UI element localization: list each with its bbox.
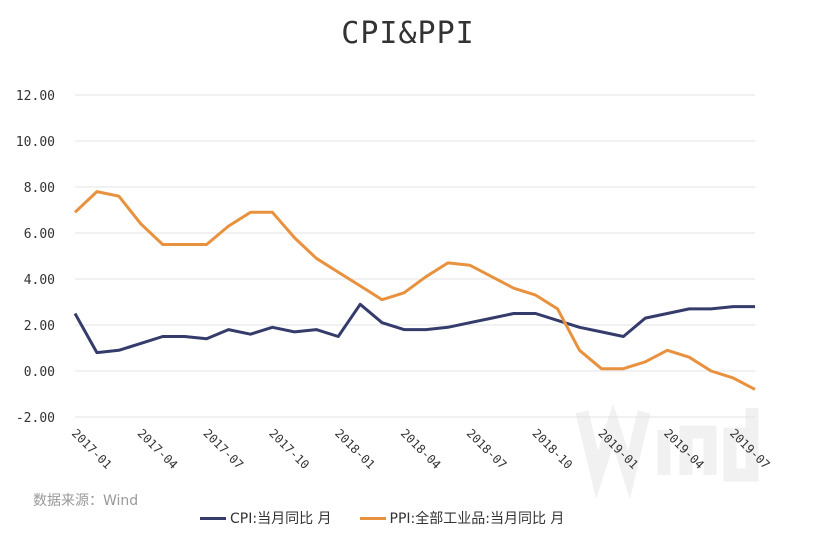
x-tick-label: 2017-10 <box>266 426 312 472</box>
x-tick-label: 2019-01 <box>595 426 641 472</box>
series-line-ppi <box>73 190 756 391</box>
x-tick-label: 2018-01 <box>332 426 378 472</box>
chart-title: CPI&PPI <box>341 16 475 51</box>
legend-swatch <box>359 516 386 520</box>
y-tick-label: 6.00 <box>24 227 55 242</box>
x-tick-label: 2017-07 <box>200 426 246 472</box>
legend-item-ppi: PPI:全部工业品:当月同比 月 <box>359 508 565 528</box>
x-tick-label: 2017-01 <box>69 426 115 472</box>
source-note: 数据来源：Wind <box>33 493 139 509</box>
legend-label: PPI:全部工业品:当月同比 月 <box>389 511 565 527</box>
y-tick-label: -2.00 <box>16 411 55 426</box>
y-tick-label: 12.00 <box>16 89 55 104</box>
legend: CPI:当月同比 月 PPI:全部工业品:当月同比 月 <box>200 508 564 528</box>
series-line-cpi <box>73 302 755 355</box>
watermark-letter-w <box>575 403 651 500</box>
watermark-letter-d <box>723 408 759 482</box>
legend-item-cpi: CPI:当月同比 月 <box>200 508 332 528</box>
watermark-letter-n <box>679 425 717 475</box>
y-tick-label: 2.00 <box>24 319 55 334</box>
x-tick-label: 2018-10 <box>530 426 576 472</box>
y-tick-label: 10.00 <box>16 135 55 150</box>
y-tick-label: 8.00 <box>24 181 55 196</box>
x-tick-label: 2018-07 <box>464 426 510 472</box>
x-tick-label: 2017-04 <box>135 426 181 472</box>
legend-label: CPI:当月同比 月 <box>230 511 332 527</box>
x-tick-label: 2019-07 <box>727 426 773 472</box>
y-tick-label: 4.00 <box>24 273 55 288</box>
x-tick-label: 2019-04 <box>661 426 707 472</box>
legend-swatch <box>200 516 226 520</box>
x-tick-label: 2018-04 <box>398 426 444 472</box>
y-tick-label: 0.00 <box>24 365 55 380</box>
